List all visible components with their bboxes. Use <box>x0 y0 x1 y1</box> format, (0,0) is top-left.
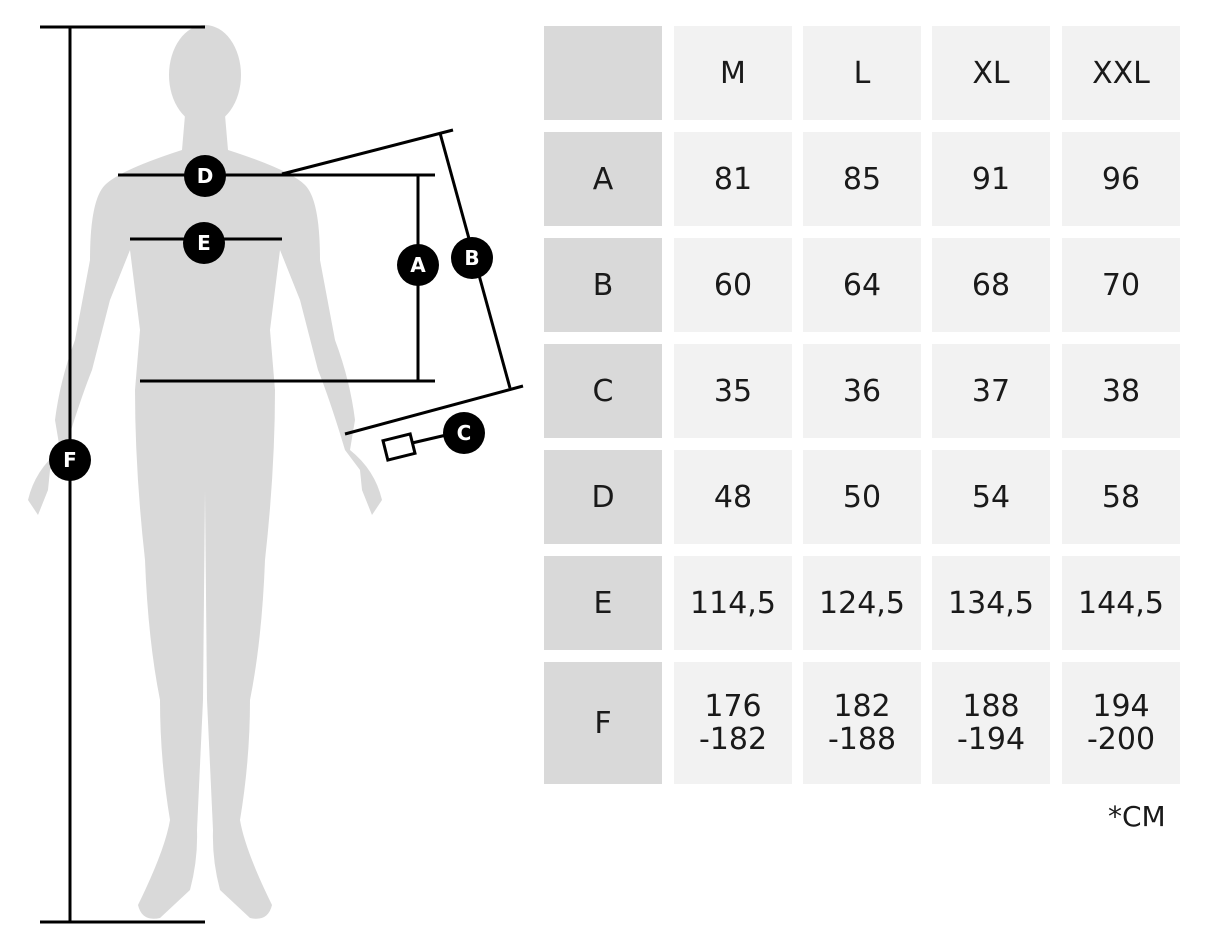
table-cell: 194 -200 <box>1062 662 1180 784</box>
svg-text:F: F <box>63 448 77 472</box>
table-cell: 37 <box>932 344 1050 438</box>
table-cell: 81 <box>674 132 792 226</box>
table-cell: 50 <box>803 450 921 544</box>
table-cell: 176 -182 <box>674 662 792 784</box>
measurement-lines <box>40 25 524 924</box>
unit-note: *CM <box>1108 800 1166 833</box>
body-measurement-figure: F D E A B C <box>28 25 524 924</box>
marker-b: B <box>451 237 493 279</box>
table-cell: 60 <box>674 238 792 332</box>
body-silhouette <box>28 25 382 919</box>
row-header: B <box>544 238 662 332</box>
marker-a: A <box>397 244 439 286</box>
marker-d: D <box>184 155 226 197</box>
svg-text:A: A <box>410 253 426 277</box>
svg-text:C: C <box>457 421 472 445</box>
column-header: XL <box>932 26 1050 120</box>
table-cell: 64 <box>803 238 921 332</box>
marker-f: F <box>49 439 91 481</box>
row-header: D <box>544 450 662 544</box>
table-cell: 38 <box>1062 344 1180 438</box>
column-header: M <box>674 26 792 120</box>
row-header: C <box>544 344 662 438</box>
table-cell: 58 <box>1062 450 1180 544</box>
marker-c: C <box>443 412 485 454</box>
row-header: A <box>544 132 662 226</box>
row-header: F <box>544 662 662 784</box>
table-cell: 36 <box>803 344 921 438</box>
table-cell: 91 <box>932 132 1050 226</box>
marker-e: E <box>183 222 225 264</box>
svg-text:E: E <box>197 231 211 255</box>
table-cell: 68 <box>932 238 1050 332</box>
table-cell: 114,5 <box>674 556 792 650</box>
table-cell: 48 <box>674 450 792 544</box>
svg-text:B: B <box>464 246 479 270</box>
table-cell: 124,5 <box>803 556 921 650</box>
column-header: XXL <box>1062 26 1180 120</box>
table-cell: 70 <box>1062 238 1180 332</box>
table-cell: 96 <box>1062 132 1180 226</box>
table-cell: 35 <box>674 344 792 438</box>
svg-text:D: D <box>197 164 214 188</box>
table-cell: 54 <box>932 450 1050 544</box>
table-cell: 134,5 <box>932 556 1050 650</box>
column-header: L <box>803 26 921 120</box>
corner-cell <box>544 26 662 120</box>
table-cell: 188 -194 <box>932 662 1050 784</box>
table-cell: 85 <box>803 132 921 226</box>
table-cell: 182 -188 <box>803 662 921 784</box>
table-cell: 144,5 <box>1062 556 1180 650</box>
row-header: E <box>544 556 662 650</box>
